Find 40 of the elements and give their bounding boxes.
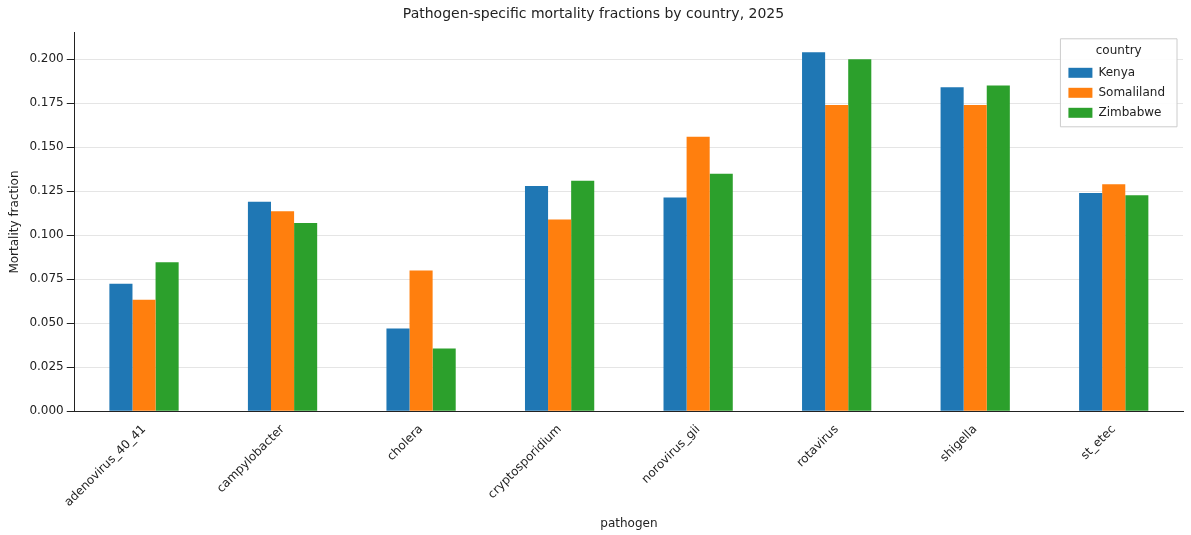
chart-title: Pathogen-specific mortality fractions by country, 2025 (402, 5, 785, 22)
y-tick-label: 0.025 (29, 359, 64, 374)
y-tick-label: 0.100 (29, 227, 64, 242)
legend-title: country (1095, 42, 1142, 57)
bar (432, 348, 456, 411)
bar (524, 185, 549, 411)
y-tick-label: 0.000 (29, 403, 64, 418)
y-tick-label: 0.125 (29, 183, 64, 198)
bar (247, 201, 272, 411)
y-tick-label: 0.050 (29, 315, 64, 330)
y-tick-label: 0.075 (29, 271, 64, 286)
bar (386, 328, 410, 411)
bar (1125, 195, 1149, 411)
bar (294, 222, 318, 411)
bar (802, 52, 826, 411)
bar (986, 85, 1010, 411)
bar (155, 262, 179, 411)
bar (271, 211, 295, 411)
x-axis-title: pathogen (600, 515, 658, 530)
bar (848, 59, 872, 411)
bar (940, 87, 964, 411)
y-tick-label: 0.200 (29, 51, 64, 66)
bar (686, 136, 710, 411)
bar (1079, 193, 1103, 411)
legend-label: Zimbabwe (1098, 104, 1162, 119)
bar (132, 299, 156, 411)
legend-label: Somaliland (1098, 84, 1166, 99)
bar (1102, 184, 1126, 411)
bar (109, 283, 133, 411)
bar (571, 180, 595, 411)
bar (548, 219, 572, 411)
y-axis-title: Mortality fraction (7, 170, 22, 274)
y-tick-label: 0.150 (29, 139, 64, 154)
bar (825, 104, 849, 411)
bar (963, 104, 987, 411)
legend-label: Kenya (1098, 64, 1136, 79)
bar (709, 173, 733, 411)
y-tick-label: 0.175 (29, 95, 64, 110)
bar (663, 197, 687, 411)
bar (409, 270, 433, 411)
